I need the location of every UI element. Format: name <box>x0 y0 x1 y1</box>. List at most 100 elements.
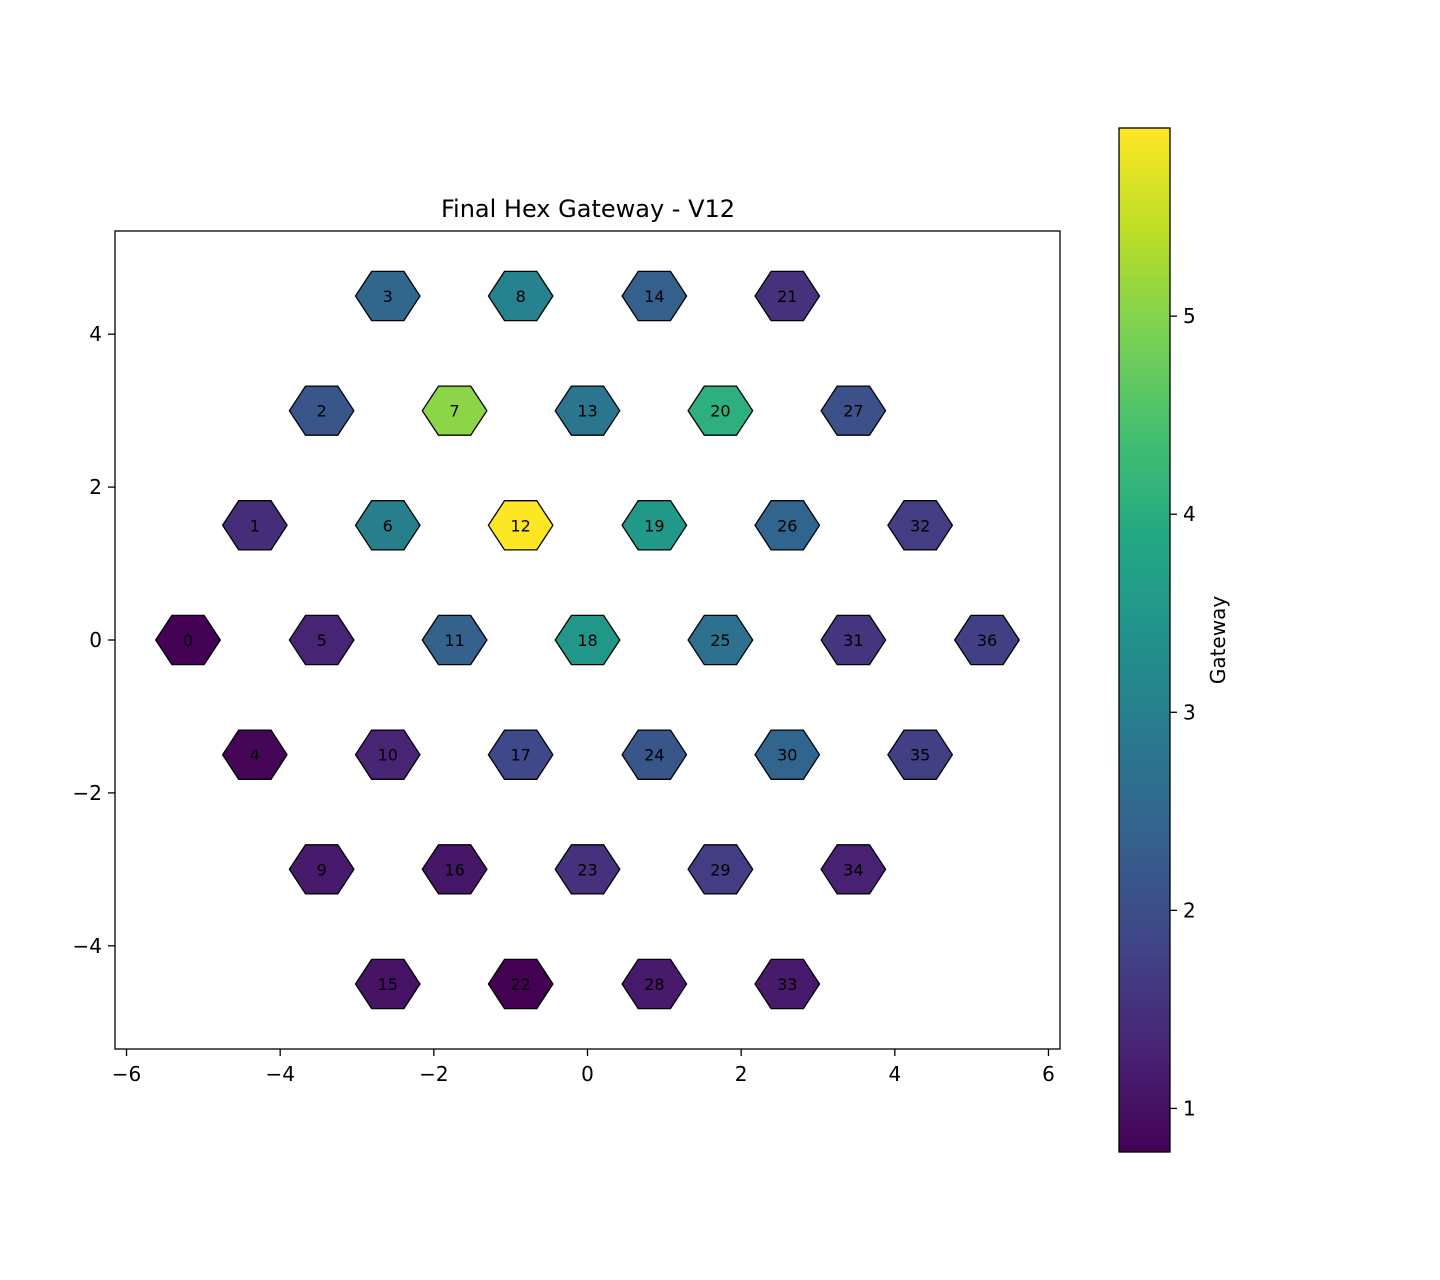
hex-label-0: 0 <box>183 631 193 650</box>
hex-cell-21 <box>754 270 821 322</box>
colorbar: 1 2 3 4 5 Gateway <box>1118 127 1230 1153</box>
hex-cell-3 <box>354 270 421 322</box>
colorbar-tick-label: 1 <box>1183 1096 1196 1120</box>
hex-label-34: 34 <box>843 860 863 879</box>
hex-cell-19 <box>621 500 688 551</box>
y-tick-label: 0 <box>89 628 102 652</box>
hex-cell-5 <box>288 614 355 666</box>
hex-cell-35 <box>887 729 954 780</box>
y-tick-label: 2 <box>89 475 102 499</box>
hex-label-12: 12 <box>510 516 530 535</box>
hex-cell-15 <box>354 958 421 1010</box>
colorbar-gradient <box>1119 128 1170 1152</box>
hex-label-30: 30 <box>777 746 797 765</box>
colorbar-ticks: 1 2 3 4 5 <box>1170 304 1196 1120</box>
hex-label-11: 11 <box>444 631 464 650</box>
hex-cell-29 <box>687 844 754 895</box>
hex-label-25: 25 <box>710 631 730 650</box>
hex-cell-11 <box>421 614 488 666</box>
hex-cell-28 <box>621 958 688 1010</box>
hex-label-5: 5 <box>317 631 327 650</box>
y-tick-label: 4 <box>89 322 102 346</box>
hex-cell-7 <box>421 385 488 436</box>
hex-label-8: 8 <box>516 287 526 306</box>
x-tick-label: −6 <box>112 1062 141 1086</box>
hex-label-14: 14 <box>644 287 664 306</box>
hex-cell-10 <box>354 729 421 780</box>
hex-label-3: 3 <box>383 287 393 306</box>
hex-label-32: 32 <box>910 516 930 535</box>
hex-label-2: 2 <box>317 402 327 421</box>
x-tick-label: 6 <box>1042 1062 1055 1086</box>
hex-cell-8 <box>487 270 554 322</box>
hex-cell-18 <box>554 614 621 666</box>
hex-label-23: 23 <box>577 860 597 879</box>
hex-label-6: 6 <box>383 516 393 535</box>
hex-label-27: 27 <box>843 402 863 421</box>
hex-label-7: 7 <box>449 402 459 421</box>
hex-label-16: 16 <box>444 860 464 879</box>
hex-label-29: 29 <box>710 860 730 879</box>
colorbar-tick-label: 4 <box>1183 502 1196 526</box>
hex-cell-25 <box>687 614 754 666</box>
hex-label-18: 18 <box>577 631 597 650</box>
colorbar-tick-label: 2 <box>1183 898 1196 922</box>
hex-cell-33 <box>754 958 821 1010</box>
hex-cell-22 <box>487 958 554 1010</box>
y-tick-label: −4 <box>73 934 102 958</box>
colorbar-label: Gateway <box>1206 596 1230 685</box>
chart-title: Final Hex Gateway - V12 <box>441 195 735 223</box>
hex-cell-16 <box>421 844 488 895</box>
hex-cell-13 <box>554 385 621 436</box>
colorbar-tick-label: 5 <box>1183 304 1196 328</box>
hex-cell-23 <box>554 844 621 895</box>
hex-label-31: 31 <box>843 631 863 650</box>
x-tick-label: 0 <box>581 1062 594 1086</box>
hex-cells: 0123456789101112131415161718192021222324… <box>154 270 1021 1010</box>
hex-cell-2 <box>288 385 355 436</box>
x-tick-label: 4 <box>888 1062 901 1086</box>
hex-label-26: 26 <box>777 516 797 535</box>
x-tick-label: 2 <box>735 1062 748 1086</box>
hex-label-10: 10 <box>378 746 398 765</box>
hex-label-19: 19 <box>644 516 664 535</box>
hex-label-13: 13 <box>577 402 597 421</box>
hex-label-21: 21 <box>777 287 797 306</box>
hex-label-28: 28 <box>644 975 664 994</box>
y-tick-label: −2 <box>73 781 102 805</box>
x-tick-label: −4 <box>265 1062 294 1086</box>
hex-cell-32 <box>887 500 954 551</box>
hex-cell-4 <box>221 729 288 780</box>
plot-area: 0123456789101112131415161718192021222324… <box>114 230 1061 1050</box>
hex-cell-14 <box>621 270 688 322</box>
hex-cell-27 <box>820 385 887 436</box>
hex-cell-34 <box>820 844 887 895</box>
hex-label-24: 24 <box>644 746 664 765</box>
colorbar-tick-label: 3 <box>1183 700 1196 724</box>
hex-label-35: 35 <box>910 746 930 765</box>
hex-cell-24 <box>621 729 688 780</box>
hex-cell-6 <box>354 500 421 551</box>
hex-label-17: 17 <box>510 746 530 765</box>
hex-cell-1 <box>221 500 288 551</box>
hex-label-9: 9 <box>317 860 327 879</box>
hex-cell-36 <box>953 614 1021 666</box>
hex-label-4: 4 <box>250 746 260 765</box>
hex-cell-12 <box>487 500 554 551</box>
hex-cell-20 <box>687 385 754 436</box>
hex-cell-31 <box>820 614 887 666</box>
y-axis: −4 −2 0 2 4 <box>73 322 115 958</box>
hex-cell-17 <box>487 729 554 780</box>
hex-cell-0 <box>154 614 222 666</box>
hex-cell-30 <box>754 729 821 780</box>
hex-label-1: 1 <box>250 516 260 535</box>
x-axis: −6 −4 −2 0 2 4 6 <box>112 1049 1055 1086</box>
hex-cell-9 <box>288 844 355 895</box>
colorbar-frame <box>1118 127 1171 1153</box>
hex-label-36: 36 <box>977 631 997 650</box>
x-tick-label: −2 <box>419 1062 448 1086</box>
hex-label-33: 33 <box>777 975 797 994</box>
hex-label-15: 15 <box>378 975 398 994</box>
hex-cell-26 <box>754 500 821 551</box>
